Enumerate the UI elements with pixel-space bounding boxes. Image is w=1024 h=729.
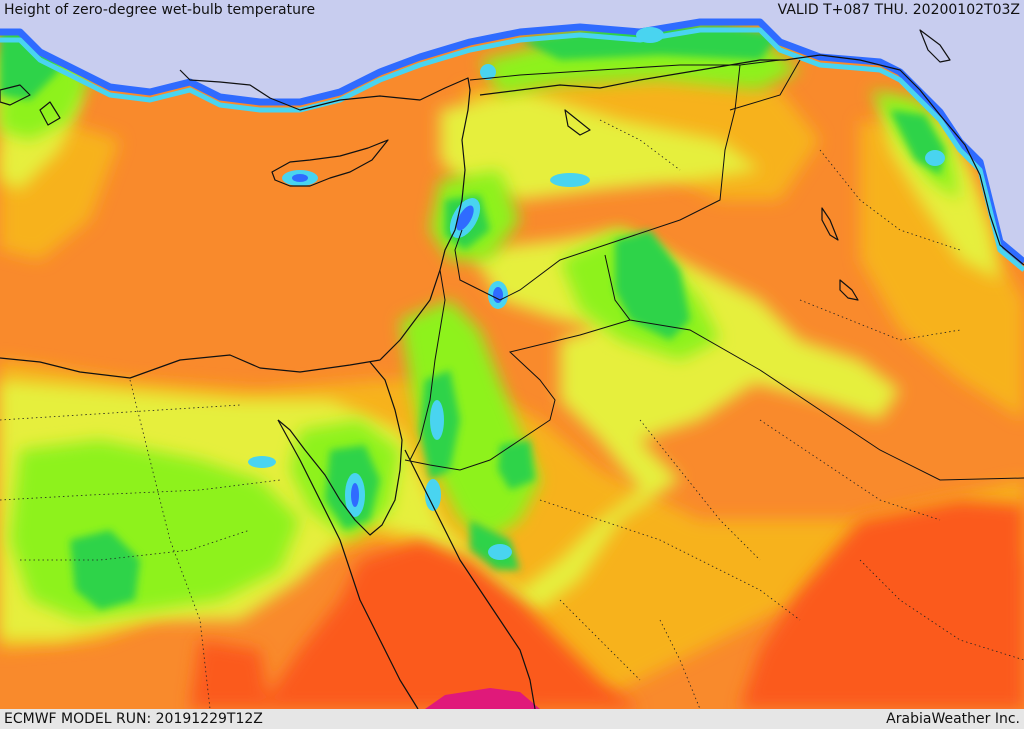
cold-sea-north bbox=[0, 0, 1024, 260]
field-magenta-zone bbox=[425, 688, 540, 709]
footer-bar: ECMWF MODEL RUN: 20191229T12Z ArabiaWeat… bbox=[0, 709, 1024, 729]
model-run-label: ECMWF MODEL RUN: 20191229T12Z bbox=[4, 711, 263, 727]
header-bar: Height of zero-degree wet-bulb temperatu… bbox=[0, 0, 1024, 20]
credit-label: ArabiaWeather Inc. bbox=[886, 711, 1020, 727]
field-red-orange-zones bbox=[190, 500, 1024, 709]
map-title: Height of zero-degree wet-bulb temperatu… bbox=[4, 2, 316, 18]
coastlines bbox=[0, 29, 1024, 710]
cold-spots bbox=[248, 27, 945, 560]
dotted-provinces bbox=[0, 119, 1024, 710]
cold-sea-edge-bands bbox=[0, 18, 1024, 272]
borders bbox=[404, 59, 1024, 481]
valid-time-label: VALID T+087 THU. 20200102T03Z bbox=[777, 2, 1020, 18]
